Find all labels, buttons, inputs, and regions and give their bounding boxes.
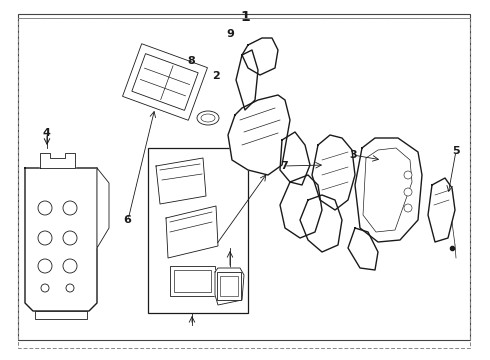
Bar	[132, 54, 198, 111]
Polygon shape	[236, 50, 258, 110]
Bar	[217, 272, 241, 300]
Circle shape	[66, 284, 74, 292]
Circle shape	[404, 204, 412, 212]
Text: 8: 8	[187, 56, 195, 66]
Text: 3: 3	[349, 150, 357, 160]
Polygon shape	[242, 38, 278, 75]
Polygon shape	[40, 153, 75, 168]
Ellipse shape	[201, 114, 215, 122]
Polygon shape	[280, 132, 310, 185]
Circle shape	[404, 171, 412, 179]
Circle shape	[404, 188, 412, 196]
Polygon shape	[428, 178, 455, 242]
Polygon shape	[355, 138, 422, 242]
Bar	[148, 148, 248, 313]
Bar	[122, 44, 207, 120]
Circle shape	[38, 259, 52, 273]
Bar	[220, 276, 238, 296]
Text: 4: 4	[43, 128, 50, 138]
Circle shape	[63, 231, 77, 245]
Text: 9: 9	[226, 29, 234, 39]
Polygon shape	[312, 135, 355, 210]
Polygon shape	[280, 175, 322, 238]
Polygon shape	[156, 158, 206, 204]
Polygon shape	[25, 168, 97, 311]
Circle shape	[38, 201, 52, 215]
Polygon shape	[348, 228, 378, 270]
Polygon shape	[300, 195, 342, 252]
Text: 5: 5	[452, 146, 460, 156]
Circle shape	[38, 231, 52, 245]
Bar	[170, 266, 215, 296]
Circle shape	[41, 284, 49, 292]
Text: 2: 2	[212, 71, 220, 81]
Polygon shape	[97, 168, 109, 248]
Polygon shape	[166, 206, 218, 258]
Circle shape	[63, 259, 77, 273]
Bar	[35, 311, 87, 319]
Polygon shape	[215, 268, 244, 305]
Ellipse shape	[197, 111, 219, 125]
Text: 7: 7	[280, 161, 288, 171]
Circle shape	[63, 201, 77, 215]
Bar	[174, 270, 211, 292]
Text: 6: 6	[123, 215, 131, 225]
Polygon shape	[228, 95, 290, 175]
Text: 1: 1	[240, 10, 250, 24]
